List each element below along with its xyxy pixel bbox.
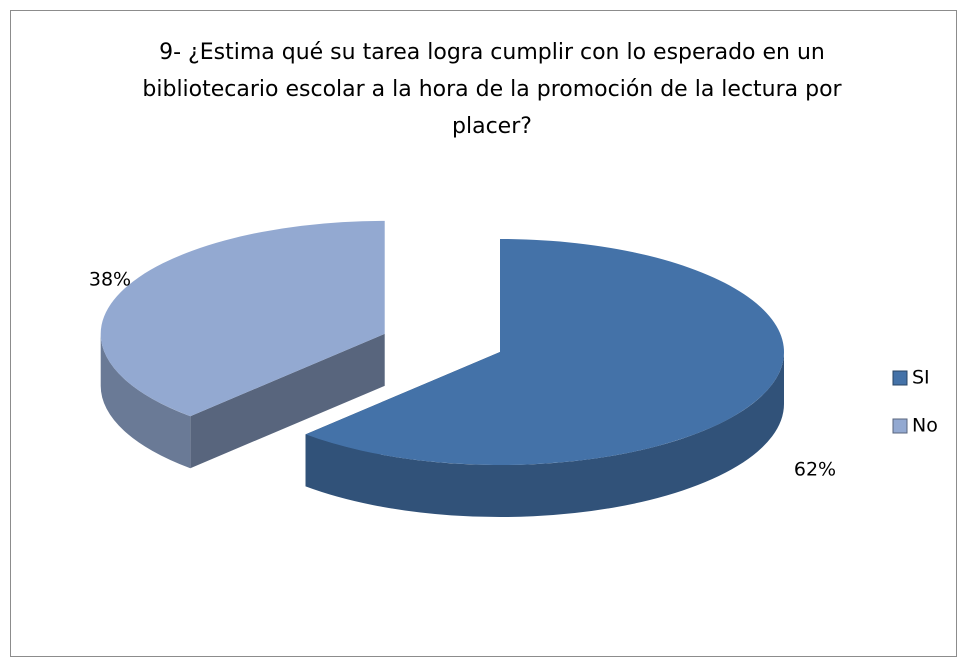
- data-label: 38%: [89, 269, 131, 291]
- legend-swatch: [892, 418, 908, 434]
- slice: [305, 239, 785, 465]
- slice-wall: [305, 352, 784, 517]
- legend-label: No: [912, 415, 938, 437]
- legend-swatch: [892, 370, 908, 386]
- slice-side: [190, 333, 385, 469]
- legend-label: SI: [912, 367, 930, 389]
- slice: [100, 220, 385, 417]
- chart-title: 9- ¿Estima qué su tarea logra cumplir co…: [142, 40, 842, 139]
- data-label: 62%: [794, 459, 836, 481]
- slice-wall: [100, 333, 191, 469]
